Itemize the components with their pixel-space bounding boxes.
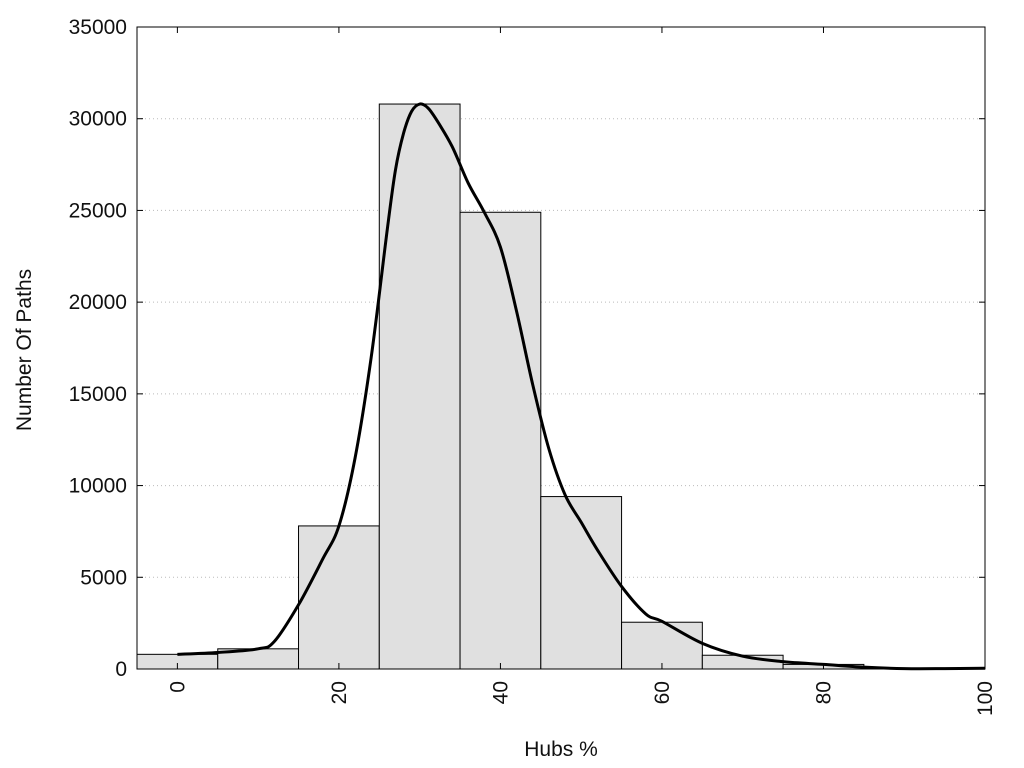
bars-layer	[136, 103, 986, 670]
y-tick-label: 20000	[69, 291, 127, 314]
x-axis-title: Hubs %	[524, 738, 598, 761]
x-tick-label: 80	[812, 681, 835, 704]
x-tick-label: 20	[328, 681, 351, 704]
histogram-bar	[540, 496, 623, 670]
y-tick-label: 5000	[80, 566, 127, 589]
x-tick-label: 60	[651, 681, 674, 704]
plot-frame	[136, 26, 986, 670]
y-axis-title: Number Of Paths	[13, 269, 36, 431]
y-tick-label: 0	[115, 658, 127, 681]
y-tick-label: 25000	[69, 199, 127, 222]
x-tick-label: 100	[974, 681, 997, 716]
y-tick-label: 35000	[69, 16, 127, 39]
y-tick-label: 30000	[69, 108, 127, 131]
histogram-bar	[621, 621, 703, 670]
x-tick-label: 0	[166, 681, 189, 693]
histogram-bar	[459, 211, 542, 670]
histogram-bar	[378, 103, 461, 670]
ticks-layer: 0 5000 10000 15000 20000 25000 30000 35000 0 20 40…	[69, 16, 997, 716]
y-tick-label: 15000	[69, 383, 127, 406]
histogram-bar	[298, 525, 380, 670]
density-curve	[177, 102, 986, 671]
y-tick-label: 10000	[69, 475, 127, 498]
x-tick-label: 40	[489, 681, 512, 704]
